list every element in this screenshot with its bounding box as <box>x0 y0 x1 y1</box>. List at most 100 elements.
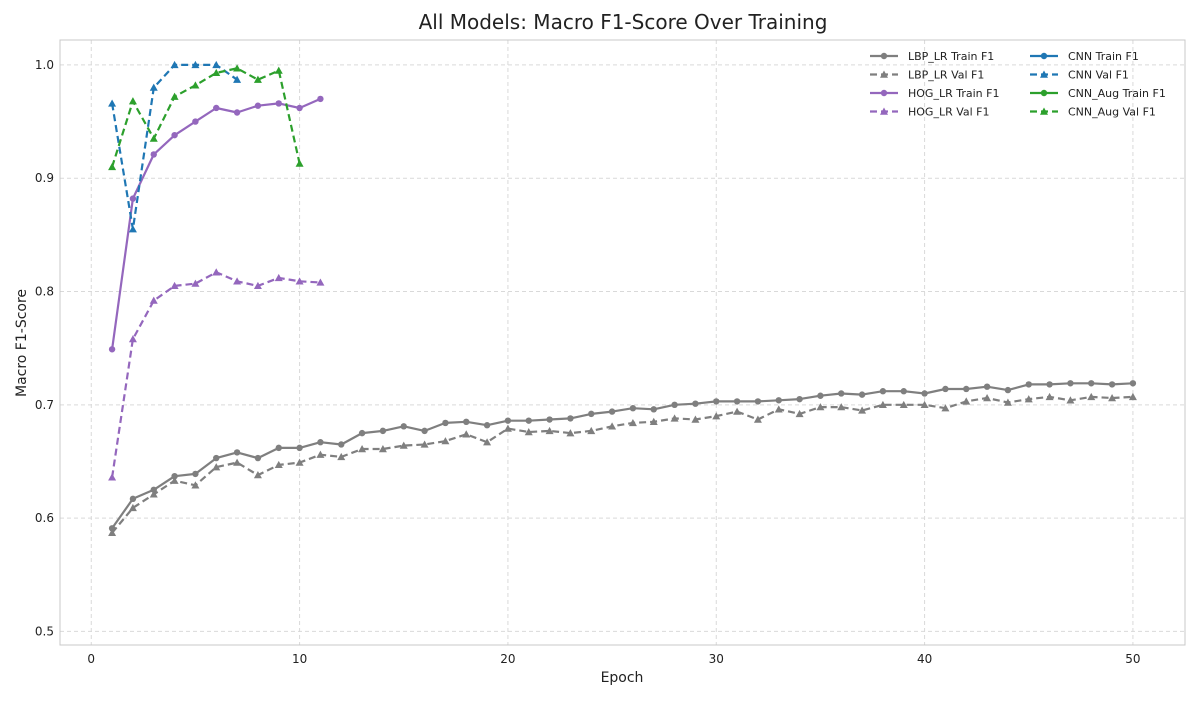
data-point <box>296 444 303 452</box>
data-point <box>253 281 262 290</box>
data-point <box>421 427 428 435</box>
data-point <box>838 390 845 397</box>
data-point <box>1025 381 1032 388</box>
legend-marker <box>880 89 888 97</box>
data-point <box>858 406 867 414</box>
data-point <box>713 398 720 405</box>
data-point <box>212 68 221 77</box>
data-point <box>1087 392 1096 401</box>
data-point <box>1108 381 1116 388</box>
data-point <box>274 460 283 469</box>
legend-item: CNN_Aug Val F1 <box>1030 106 1156 119</box>
legend-marker <box>1040 107 1048 115</box>
data-point <box>275 100 282 107</box>
data-point <box>254 102 262 109</box>
data-point <box>274 273 283 282</box>
data-point <box>233 75 242 83</box>
data-point <box>816 403 825 411</box>
legend-marker <box>880 52 888 60</box>
data-point <box>858 391 866 398</box>
data-point <box>379 427 387 435</box>
data-point <box>1046 381 1053 388</box>
data-point <box>191 60 200 69</box>
data-point <box>545 426 554 435</box>
data-point <box>649 417 658 426</box>
series-0 <box>108 380 1137 532</box>
legend-marker <box>1040 52 1048 60</box>
series-line <box>111 97 321 350</box>
data-point <box>108 99 117 107</box>
legend-label: LBP_LR Val F1 <box>908 69 984 82</box>
data-point <box>608 408 616 415</box>
data-point <box>962 397 971 405</box>
series-7 <box>108 64 304 171</box>
data-series <box>108 60 1137 537</box>
x-tick-label: 20 <box>500 652 515 666</box>
data-point <box>1024 395 1033 403</box>
legend-label: LBP_LR Train F1 <box>908 50 994 63</box>
legend-label: HOG_LR Train F1 <box>908 87 999 100</box>
legend-item: LBP_LR Train F1 <box>870 50 994 63</box>
data-point <box>503 424 512 432</box>
data-point <box>878 400 887 409</box>
data-point <box>129 195 137 202</box>
data-point <box>463 418 470 426</box>
legend-label: CNN_Aug Train F1 <box>1068 87 1166 100</box>
data-point <box>358 429 366 437</box>
x-tick-label: 10 <box>292 652 307 666</box>
y-tick-label: 0.6 <box>35 511 54 525</box>
series-3 <box>108 268 325 481</box>
data-point <box>1066 396 1075 404</box>
data-point <box>1045 392 1054 401</box>
data-point <box>149 490 158 498</box>
legend-item: HOG_LR Train F1 <box>870 87 999 100</box>
data-point <box>837 403 846 411</box>
data-point <box>253 471 262 479</box>
data-point <box>733 407 742 415</box>
data-point <box>150 151 157 158</box>
data-point <box>483 438 492 446</box>
data-point <box>796 395 803 403</box>
legend-label: CNN Train F1 <box>1068 50 1139 63</box>
data-point <box>149 83 158 91</box>
data-point <box>253 75 262 83</box>
data-point <box>670 414 679 422</box>
data-point <box>483 422 491 429</box>
data-point <box>879 388 887 395</box>
data-point <box>587 426 596 435</box>
data-point <box>1108 394 1117 402</box>
data-point <box>691 415 700 423</box>
data-point <box>754 398 762 405</box>
data-point <box>191 81 200 89</box>
legend-item: CNN_Aug Train F1 <box>1030 87 1166 100</box>
series-line <box>111 271 321 478</box>
x-axis-title: Epoch <box>601 670 644 686</box>
data-point <box>941 404 950 412</box>
data-point <box>295 277 304 285</box>
series-2 <box>108 95 324 353</box>
data-point <box>983 383 991 390</box>
legend-item: CNN Train F1 <box>1030 50 1139 63</box>
series-line <box>111 67 301 168</box>
data-point <box>233 64 242 72</box>
data-point <box>399 441 408 449</box>
x-tick-label: 40 <box>917 652 932 666</box>
x-tick-label: 30 <box>709 652 724 666</box>
data-point <box>1003 398 1012 406</box>
data-point <box>983 394 992 402</box>
data-point <box>233 277 242 285</box>
y-tick-label: 1.0 <box>35 58 54 72</box>
data-point <box>1004 386 1012 394</box>
data-point <box>128 97 137 105</box>
series-1 <box>108 392 1137 537</box>
data-point <box>295 458 304 466</box>
data-point <box>149 296 158 304</box>
data-point <box>191 481 200 489</box>
y-tick-label: 0.9 <box>35 171 54 185</box>
legend-item: CNN Val F1 <box>1030 69 1129 82</box>
data-point <box>1067 380 1074 387</box>
data-point <box>213 454 220 462</box>
data-point <box>920 400 929 409</box>
data-point <box>629 405 637 412</box>
